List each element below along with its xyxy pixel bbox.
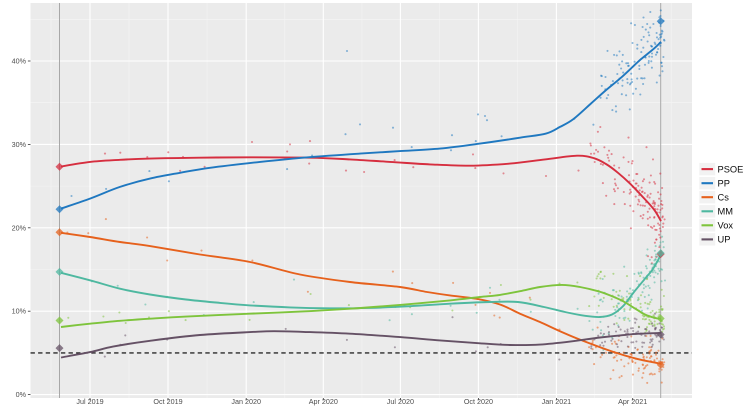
svg-text:0%: 0% [16, 390, 27, 399]
svg-text:Apr 2021: Apr 2021 [618, 397, 647, 406]
svg-text:Jul 2020: Jul 2020 [387, 397, 414, 406]
svg-text:Jan 2020: Jan 2020 [231, 397, 261, 406]
svg-text:PP: PP [718, 179, 730, 189]
svg-text:UP: UP [718, 235, 731, 245]
svg-text:Oct 2019: Oct 2019 [153, 397, 182, 406]
svg-text:Oct 2020: Oct 2020 [464, 397, 493, 406]
svg-text:10%: 10% [12, 307, 27, 316]
svg-text:Jan 2021: Jan 2021 [542, 397, 572, 406]
svg-text:30%: 30% [12, 140, 27, 149]
svg-text:PSOE: PSOE [718, 164, 744, 174]
svg-text:Apr 2020: Apr 2020 [309, 397, 338, 406]
svg-text:Jul 2019: Jul 2019 [76, 397, 103, 406]
svg-text:Cs: Cs [718, 193, 730, 203]
svg-text:40%: 40% [12, 57, 27, 66]
svg-text:20%: 20% [12, 223, 27, 232]
svg-text:Vox: Vox [718, 221, 734, 231]
svg-text:MM: MM [718, 207, 734, 217]
